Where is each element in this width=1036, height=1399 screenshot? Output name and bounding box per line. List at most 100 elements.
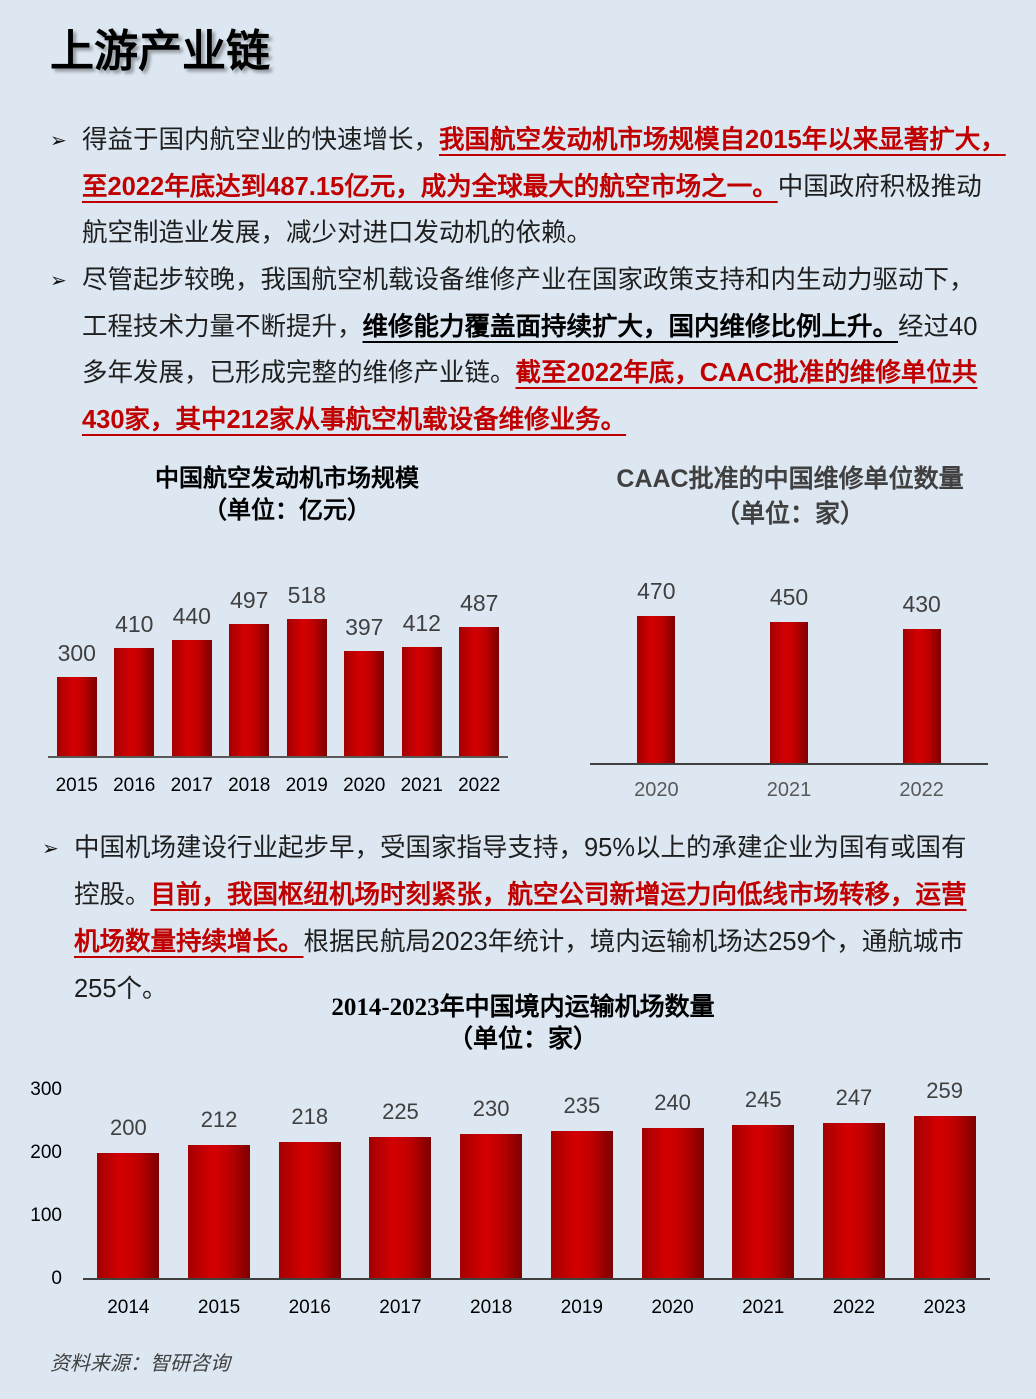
bar-2019 [286, 618, 327, 757]
data-label-2015: 300 [57, 640, 96, 666]
data-label-2023: 259 [926, 1077, 963, 1103]
x-tick-label-2014: 2014 [107, 1297, 150, 1318]
y-tick-label: 300 [30, 1079, 62, 1100]
text-line: 机场数量持续增长。根据民航局2023年统计，境内运输机场达259个，通航城市 [74, 919, 967, 966]
x-tick-label-2023: 2023 [923, 1297, 966, 1318]
body-text: 控股。 [74, 881, 151, 909]
y-tick-label: 200 [30, 1142, 62, 1163]
bar-2015 [188, 1145, 251, 1279]
data-label-2014: 200 [109, 1115, 147, 1140]
bar-2022 [459, 627, 500, 757]
text-line: 255个。 [74, 966, 967, 1013]
text-line: 航空制造业发展，减少对进口发动机的依赖。 [82, 210, 1006, 257]
bar-2020 [641, 1127, 704, 1279]
x-axis-line [83, 1278, 990, 1280]
x-tick-label-2018: 2018 [470, 1297, 513, 1318]
data-label-2016: 218 [291, 1103, 329, 1129]
text-line: 工程技术力量不断提升，维修能力覆盖面持续扩大，国内维修比例上升。经过40 [82, 304, 977, 351]
body-text: 255个。 [74, 975, 168, 1003]
bar-2021 [770, 622, 808, 764]
body-text: 尽管起步较晚，我国航空机载设备维修产业在国家政策支持和内生动力驱动下， [82, 266, 975, 294]
bar-2017 [369, 1137, 432, 1279]
data-label-2019: 518 [287, 581, 326, 608]
data-label-2021: 450 [769, 584, 809, 611]
x-tick-label-2016: 2016 [288, 1297, 331, 1318]
highlight-text-red: 目前，我国枢纽机场时刻紧张，航空公司新增运力向低线市场转移，运营 [150, 881, 967, 909]
arrow-bullet-icon [42, 825, 59, 872]
chart-caac-units: 470 2020 450 2021 430 2022 [580, 560, 1000, 810]
x-tick-label-2022: 2022 [899, 779, 944, 801]
highlight-text-bold: 维修能力覆盖面持续扩大，国内维修比例上升。 [362, 312, 899, 341]
text-line: 控股。目前，我国枢纽机场时刻紧张，航空公司新增运力向低线市场转移，运营 [74, 872, 967, 919]
arrow-bullet-icon [50, 257, 67, 304]
body-text: 根据民航局2023年统计，境内运输机场达259个，通航城市 [303, 928, 964, 956]
page-title: 上游产业链 [50, 27, 270, 76]
chart-title: 中国航空发动机市场规模 [155, 466, 419, 492]
arrow-bullet-icon [50, 117, 67, 164]
bullet-maintenance-industry: 尽管起步较晚，我国航空机载设备维修产业在国家政策支持和内生动力驱动下， 工程技术… [82, 257, 977, 444]
data-label-2017: 225 [382, 1099, 419, 1125]
highlight-text-red: 机场数量持续增长。 [74, 928, 304, 956]
source-note: 资料来源：智研咨询 [50, 1353, 230, 1375]
chart-title-block-engine-market: 中国航空发动机市场规模 （单位：亿元） [87, 463, 487, 527]
bar-2016 [278, 1141, 341, 1279]
chart-subtitle: （单位：亿元） [203, 498, 371, 524]
bar-2018 [229, 624, 270, 757]
x-tick-label-2019: 2019 [285, 775, 328, 796]
x-tick-label-2022: 2022 [458, 775, 501, 796]
data-label-2021: 412 [402, 610, 441, 637]
bar-2020 [344, 651, 385, 757]
bar-2019 [550, 1130, 613, 1279]
data-label-2015: 212 [200, 1107, 238, 1133]
body-text: 航空制造业发展，减少对进口发动机的依赖。 [82, 219, 593, 248]
body-text: 得益于国内航空业的快速增长， [82, 126, 440, 154]
data-label-2022: 430 [902, 590, 941, 617]
bar-2018 [460, 1134, 523, 1279]
data-label-2018: 497 [230, 587, 269, 614]
body-text: 经过40 [898, 312, 978, 341]
chart-engine-market: 300 2015 410 2016 440 2017 497 2018 518 2019 397 20… [40, 560, 520, 810]
highlight-text-red: 截至2022年底，CAAC批准的维修单位共 [515, 359, 978, 388]
y-tick-label: 100 [30, 1205, 62, 1226]
chart-title-block-caac-units: CAAC批准的中国维修单位数量 （单位：家） [580, 462, 1000, 532]
text-line: 中国机场建设行业起步早，受国家指导支持，95%以上的承建企业为国有或国有 [74, 825, 967, 872]
bar-2017 [171, 639, 212, 757]
bar-2014 [97, 1153, 160, 1279]
x-tick-label-2022: 2022 [832, 1297, 876, 1318]
bar-2021 [732, 1124, 795, 1279]
bar-2023 [913, 1115, 976, 1279]
data-label-2020: 470 [637, 577, 676, 604]
text-line: 至2022年底达到487.15亿元，成为全球最大的航空市场之一。中国政府积极推动 [82, 164, 1006, 211]
bar-2022 [822, 1123, 885, 1279]
highlight-text-red: 430家，其中212家从事航空机载设备维修业务。 [82, 405, 627, 434]
x-tick-label-2016: 2016 [113, 775, 156, 796]
body-text: 中国机场建设行业起步早，受国家指导支持，95%以上的承建企业为国有或国有 [74, 834, 967, 862]
chart-title-block-airports: 2014-2023年中国境内运输机场数量 （单位：家） [273, 992, 773, 1056]
data-label-2019: 235 [563, 1092, 601, 1118]
body-text: 多年发展，已形成完整的维修产业链。 [82, 359, 516, 388]
chart-subtitle: （单位：家） [447, 1026, 598, 1053]
y-tick-label: 0 [51, 1268, 62, 1289]
x-tick-label-2015: 2015 [197, 1297, 241, 1318]
data-label-2016: 410 [115, 610, 154, 637]
body-text: 工程技术力量不断提升， [82, 312, 363, 341]
x-tick-label-2018: 2018 [228, 775, 271, 796]
x-tick-label-2021: 2021 [742, 1297, 785, 1318]
x-tick-label-2017: 2017 [170, 775, 213, 796]
x-tick-label-2019: 2019 [560, 1297, 603, 1318]
x-tick-label-2020: 2020 [343, 775, 386, 796]
text-line: 得益于国内航空业的快速增长，我国航空发动机市场规模自2015年以来显著扩大， [82, 117, 1006, 164]
x-tick-label-2021: 2021 [766, 779, 812, 801]
body-text: 中国政府积极推动 [777, 172, 982, 201]
text-line: 多年发展，已形成完整的维修产业链。截至2022年底，CAAC批准的维修单位共 [82, 350, 977, 397]
bullet-engine-market: 得益于国内航空业的快速增长，我国航空发动机市场规模自2015年以来显著扩大， 至… [82, 117, 1006, 257]
text-line: 430家，其中212家从事航空机载设备维修业务。 [82, 397, 977, 444]
x-tick-label-2020: 2020 [634, 779, 679, 801]
bullet-airport-construction: 中国机场建设行业起步早，受国家指导支持，95%以上的承建企业为国有或国有 控股。… [74, 825, 967, 1013]
bar-2015 [56, 677, 97, 757]
chart-title: 2014-2023年中国境内运输机场数量 [331, 994, 715, 1021]
data-label-2022: 247 [835, 1085, 873, 1111]
x-tick-label-2015: 2015 [55, 775, 98, 796]
chart-subtitle: （单位：家） [714, 500, 865, 528]
